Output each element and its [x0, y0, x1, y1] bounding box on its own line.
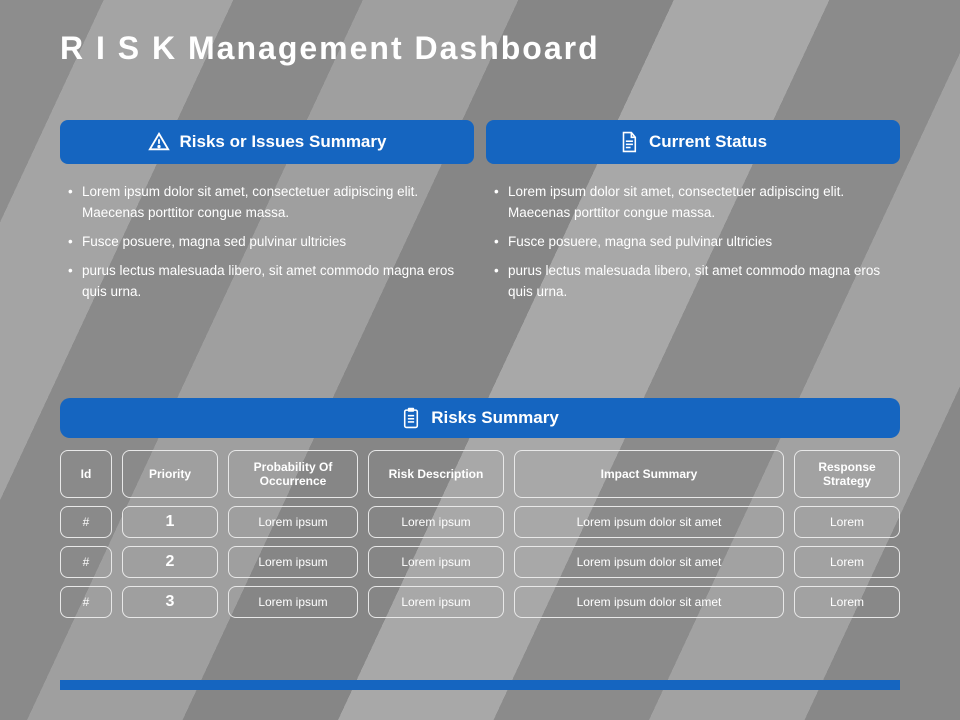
- col-id: Id: [60, 450, 112, 498]
- table-row: # 3 Lorem ipsum Lorem ipsum Lorem ipsum …: [60, 586, 900, 618]
- bottom-accent-bar: [60, 680, 900, 690]
- risks-issues-header: Risks or Issues Summary: [60, 120, 474, 164]
- risks-summary-header-label: Risks Summary: [431, 408, 559, 428]
- col-impact: Impact Summary: [514, 450, 784, 498]
- cell-priority: 1: [122, 506, 218, 538]
- cell-probability: Lorem ipsum: [228, 586, 358, 618]
- risks-issues-bullet: purus lectus malesuada libero, sit amet …: [66, 261, 468, 303]
- current-status-bullet: Fusce posuere, magna sed pulvinar ultric…: [492, 232, 894, 253]
- current-status-bullet: Lorem ipsum dolor sit amet, consectetuer…: [492, 182, 894, 224]
- cell-impact: Lorem ipsum dolor sit amet: [514, 546, 784, 578]
- document-icon: [619, 131, 639, 153]
- risks-summary-header: Risks Summary: [60, 398, 900, 438]
- table-row: # 1 Lorem ipsum Lorem ipsum Lorem ipsum …: [60, 506, 900, 538]
- cell-description: Lorem ipsum: [368, 586, 504, 618]
- cell-id: #: [60, 546, 112, 578]
- current-status-body: Lorem ipsum dolor sit amet, consectetuer…: [486, 164, 900, 303]
- risks-summary-section: Risks Summary Id Priority Probability Of…: [60, 398, 900, 626]
- col-probability: Probability Of Occurrence: [228, 450, 358, 498]
- page-title: R I S K Management Dashboard: [60, 30, 600, 67]
- risks-issues-bullet: Lorem ipsum dolor sit amet, consectetuer…: [66, 182, 468, 224]
- cell-response: Lorem: [794, 546, 900, 578]
- col-priority: Priority: [122, 450, 218, 498]
- risks-issues-panel: Risks or Issues Summary Lorem ipsum dolo…: [60, 120, 474, 311]
- clipboard-icon: [401, 407, 421, 429]
- cell-id: #: [60, 586, 112, 618]
- current-status-panel: Current Status Lorem ipsum dolor sit ame…: [486, 120, 900, 311]
- table-header-row: Id Priority Probability Of Occurrence Ri…: [60, 450, 900, 498]
- col-response: Response Strategy: [794, 450, 900, 498]
- table-row: # 2 Lorem ipsum Lorem ipsum Lorem ipsum …: [60, 546, 900, 578]
- cell-description: Lorem ipsum: [368, 546, 504, 578]
- cell-impact: Lorem ipsum dolor sit amet: [514, 586, 784, 618]
- cell-description: Lorem ipsum: [368, 506, 504, 538]
- cell-priority: 3: [122, 586, 218, 618]
- cell-impact: Lorem ipsum dolor sit amet: [514, 506, 784, 538]
- current-status-bullet: purus lectus malesuada libero, sit amet …: [492, 261, 894, 303]
- warning-icon: [148, 131, 170, 153]
- cell-priority: 2: [122, 546, 218, 578]
- risks-issues-bullet: Fusce posuere, magna sed pulvinar ultric…: [66, 232, 468, 253]
- cell-probability: Lorem ipsum: [228, 546, 358, 578]
- risks-issues-body: Lorem ipsum dolor sit amet, consectetuer…: [60, 164, 474, 303]
- cell-response: Lorem: [794, 586, 900, 618]
- risks-table: Id Priority Probability Of Occurrence Ri…: [60, 450, 900, 618]
- risks-issues-header-label: Risks or Issues Summary: [180, 132, 387, 152]
- current-status-header: Current Status: [486, 120, 900, 164]
- cell-id: #: [60, 506, 112, 538]
- cell-probability: Lorem ipsum: [228, 506, 358, 538]
- col-description: Risk Description: [368, 450, 504, 498]
- cell-response: Lorem: [794, 506, 900, 538]
- current-status-header-label: Current Status: [649, 132, 767, 152]
- top-panels: Risks or Issues Summary Lorem ipsum dolo…: [60, 120, 900, 311]
